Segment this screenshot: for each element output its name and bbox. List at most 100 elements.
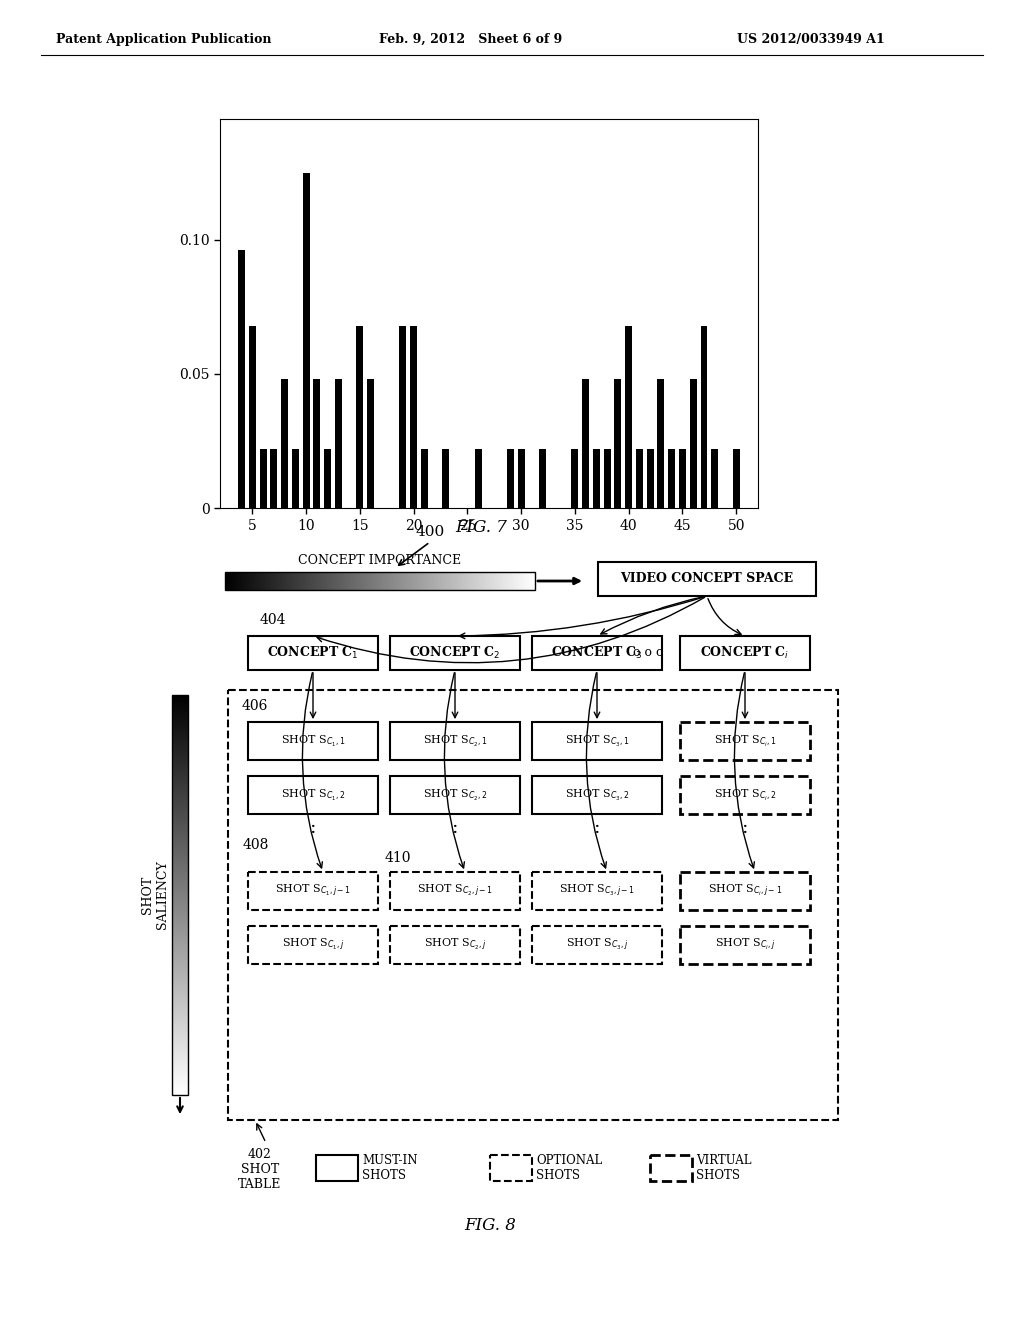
Text: :: : <box>741 818 749 837</box>
Bar <box>390 927 520 964</box>
Bar <box>442 449 450 508</box>
Bar <box>532 927 662 964</box>
Bar <box>490 1155 532 1181</box>
Bar <box>626 326 632 508</box>
Bar <box>292 449 299 508</box>
Text: SHOT S$_{C_i,1}$: SHOT S$_{C_i,1}$ <box>714 734 776 748</box>
Bar <box>390 636 520 671</box>
Bar <box>540 449 546 508</box>
Text: FIG. 7: FIG. 7 <box>456 519 507 536</box>
Bar <box>316 1155 358 1181</box>
Text: SHOT S$_{C_1,1}$: SHOT S$_{C_1,1}$ <box>281 734 345 748</box>
Bar <box>313 379 321 508</box>
Text: 406: 406 <box>242 700 268 713</box>
Bar <box>356 326 364 508</box>
Text: SHOT S$_{C_3,2}$: SHOT S$_{C_3,2}$ <box>565 788 629 803</box>
Bar <box>647 449 653 508</box>
Text: US 2012/0033949 A1: US 2012/0033949 A1 <box>737 33 885 46</box>
Bar <box>248 776 378 814</box>
Bar <box>680 636 810 671</box>
Bar <box>636 449 643 508</box>
Text: FIG. 8: FIG. 8 <box>464 1217 516 1233</box>
Text: SHOT S$_{C_i,j}$: SHOT S$_{C_i,j}$ <box>715 937 775 953</box>
Text: CONCEPT IMPORTANCE: CONCEPT IMPORTANCE <box>298 553 462 566</box>
Text: :: : <box>594 818 600 837</box>
Text: o o o: o o o <box>633 647 664 660</box>
Bar <box>399 326 407 508</box>
Text: CONCEPT C$_i$: CONCEPT C$_i$ <box>700 645 790 661</box>
Text: Feb. 9, 2012   Sheet 6 of 9: Feb. 9, 2012 Sheet 6 of 9 <box>379 33 562 46</box>
Text: SHOT S$_{C_2,j}$: SHOT S$_{C_2,j}$ <box>424 937 486 953</box>
Bar <box>335 379 342 508</box>
Text: CONCEPT C$_2$: CONCEPT C$_2$ <box>410 645 501 661</box>
Bar <box>248 927 378 964</box>
Text: CONCEPT C$_3$: CONCEPT C$_3$ <box>551 645 643 661</box>
Text: SHOT S$_{C_2,1}$: SHOT S$_{C_2,1}$ <box>423 734 487 748</box>
Bar <box>680 776 810 814</box>
Bar <box>532 636 662 671</box>
Text: SHOT S$_{C_i,j-1}$: SHOT S$_{C_i,j-1}$ <box>708 883 782 899</box>
Bar <box>680 873 810 909</box>
Text: CONCEPT C$_1$: CONCEPT C$_1$ <box>267 645 358 661</box>
Bar <box>700 326 708 508</box>
Bar <box>669 449 675 508</box>
Bar <box>325 449 331 508</box>
Bar <box>518 449 524 508</box>
Bar <box>368 379 374 508</box>
Text: 400: 400 <box>416 525 444 539</box>
Bar <box>421 449 428 508</box>
Bar <box>583 379 589 508</box>
Bar <box>507 449 514 508</box>
Text: SHOT S$_{C_i,2}$: SHOT S$_{C_i,2}$ <box>714 788 776 803</box>
Bar <box>571 449 579 508</box>
Bar <box>680 927 810 964</box>
Bar <box>390 873 520 909</box>
Bar <box>249 326 256 508</box>
Bar <box>411 326 417 508</box>
Bar <box>657 379 665 508</box>
Text: VIDEO CONCEPT SPACE: VIDEO CONCEPT SPACE <box>621 573 794 586</box>
Bar <box>598 562 816 597</box>
Bar <box>260 449 266 508</box>
Bar <box>390 776 520 814</box>
Text: MUST-IN
SHOTS: MUST-IN SHOTS <box>362 1154 418 1181</box>
Bar <box>680 722 810 760</box>
Text: SHOT S$_{C_2,2}$: SHOT S$_{C_2,2}$ <box>423 788 487 803</box>
Bar <box>679 449 686 508</box>
Bar <box>172 696 188 1096</box>
Text: OPTIONAL
SHOTS: OPTIONAL SHOTS <box>536 1154 602 1181</box>
Text: 404: 404 <box>260 612 287 627</box>
Text: SHOT
SALIENCY: SHOT SALIENCY <box>141 861 169 929</box>
Bar <box>532 873 662 909</box>
Text: 410: 410 <box>385 851 412 865</box>
Text: VIRTUAL
SHOTS: VIRTUAL SHOTS <box>696 1154 752 1181</box>
Text: SHOT S$_{C_1,j}$: SHOT S$_{C_1,j}$ <box>282 937 344 953</box>
Bar <box>604 449 610 508</box>
Bar <box>532 776 662 814</box>
Bar <box>248 722 378 760</box>
Bar <box>733 449 739 508</box>
Text: SHOT S$_{C_1,2}$: SHOT S$_{C_1,2}$ <box>281 788 345 803</box>
Bar <box>270 449 278 508</box>
Bar <box>282 379 288 508</box>
Text: Patent Application Publication: Patent Application Publication <box>56 33 271 46</box>
Bar <box>593 449 600 508</box>
Bar <box>248 873 378 909</box>
Text: SHOT S$_{C_3,1}$: SHOT S$_{C_3,1}$ <box>565 734 629 748</box>
Text: SHOT S$_{C_3,j-1}$: SHOT S$_{C_3,j-1}$ <box>559 883 635 899</box>
Text: :: : <box>309 818 316 837</box>
Bar <box>690 379 696 508</box>
Text: SHOT S$_{C_2,j-1}$: SHOT S$_{C_2,j-1}$ <box>417 883 494 899</box>
Bar <box>248 636 378 671</box>
Bar <box>475 449 481 508</box>
Bar <box>225 572 535 590</box>
Bar <box>650 1155 692 1181</box>
Bar <box>614 379 622 508</box>
Bar <box>228 690 838 1119</box>
Text: 408: 408 <box>243 838 269 851</box>
Bar <box>532 722 662 760</box>
Bar <box>390 722 520 760</box>
Bar <box>239 251 245 508</box>
Text: :: : <box>452 818 459 837</box>
Text: 402
SHOT
TABLE: 402 SHOT TABLE <box>239 1148 282 1191</box>
